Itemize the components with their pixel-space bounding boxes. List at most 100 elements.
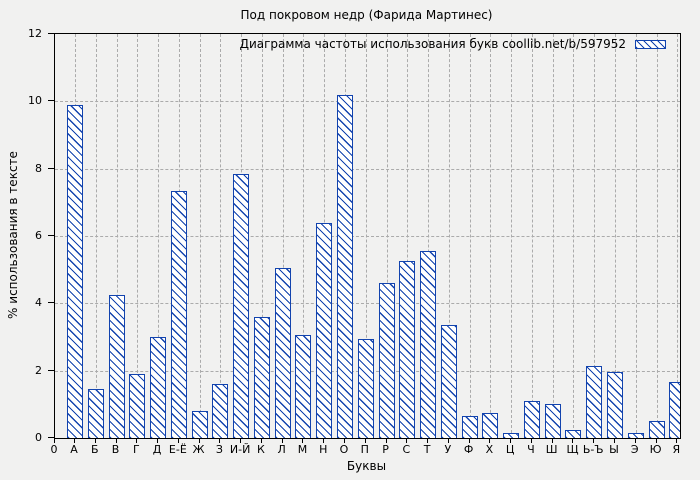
y-tick-label: 6 bbox=[35, 229, 42, 242]
x-tick-label: А bbox=[70, 443, 78, 456]
x-tick-mark bbox=[510, 438, 512, 443]
x-tick-mark bbox=[530, 438, 532, 443]
x-gridline bbox=[511, 34, 513, 438]
x-gridline bbox=[614, 34, 616, 438]
x-gridline bbox=[531, 34, 533, 438]
x-tick-mark bbox=[323, 438, 325, 443]
x-gridline bbox=[490, 34, 492, 438]
bar-С bbox=[399, 261, 416, 438]
x-tick-label: К bbox=[257, 443, 265, 456]
bar-Ж bbox=[191, 411, 208, 438]
bar-З bbox=[212, 384, 229, 438]
x-tick-label: З bbox=[215, 443, 223, 456]
x-tick-mark bbox=[240, 438, 242, 443]
bar-Т bbox=[420, 251, 437, 438]
x-gridline bbox=[573, 34, 575, 438]
x-gridline bbox=[594, 34, 596, 438]
bar-О bbox=[336, 94, 353, 438]
x-tick-label: П bbox=[360, 443, 369, 456]
bar-Э bbox=[627, 432, 644, 438]
x-tick-mark bbox=[593, 438, 595, 443]
x-tick-label: М bbox=[297, 443, 308, 456]
x-tick-mark bbox=[385, 438, 387, 443]
y-tick-label: 4 bbox=[35, 296, 42, 310]
x-tick-label: В bbox=[111, 443, 120, 456]
y-tick-mark bbox=[48, 100, 54, 102]
x-tick-label: Я bbox=[672, 443, 681, 456]
x-tick-mark bbox=[198, 438, 200, 443]
y-gridline bbox=[55, 168, 680, 170]
x-tick-label: Д bbox=[152, 443, 162, 456]
x-tick-mark bbox=[260, 438, 262, 443]
y-tick-label: 8 bbox=[35, 161, 42, 175]
x-tick-mark bbox=[177, 438, 179, 443]
bar-Н bbox=[316, 222, 333, 438]
bar-Ш bbox=[544, 404, 561, 438]
y-gridline bbox=[55, 101, 680, 103]
x-tick-label: Т bbox=[423, 443, 431, 456]
bar-Я bbox=[669, 382, 680, 438]
x-gridline bbox=[116, 34, 118, 438]
x-tick-mark bbox=[468, 438, 470, 443]
x-gridline bbox=[303, 34, 305, 438]
x-tick-label: Щ bbox=[566, 443, 579, 456]
x-tick-label: Р bbox=[382, 443, 389, 456]
x-tick-mark bbox=[634, 438, 636, 443]
x-gridline bbox=[656, 34, 658, 438]
bar-Х bbox=[482, 412, 499, 438]
x-tick-label: У bbox=[444, 443, 452, 456]
legend-label: Диаграмма частоты использования букв coo… bbox=[239, 37, 626, 51]
y-tick-mark bbox=[48, 167, 54, 169]
x-tick-mark bbox=[115, 438, 117, 443]
x-tick-label: С bbox=[402, 443, 411, 456]
x-tick-mark bbox=[54, 438, 55, 443]
y-tick-mark bbox=[48, 235, 54, 236]
x-gridline bbox=[677, 34, 679, 438]
y-gridline bbox=[55, 236, 680, 237]
x-tick-mark bbox=[219, 438, 221, 443]
bar-У bbox=[440, 325, 457, 438]
x-gridline bbox=[282, 34, 284, 438]
bar-Б bbox=[87, 389, 104, 438]
x-gridline bbox=[469, 34, 471, 438]
x-tick-mark bbox=[427, 438, 429, 443]
bar-Ы bbox=[606, 372, 623, 438]
y-tick-label: 10 bbox=[28, 94, 42, 108]
bar-Г bbox=[129, 374, 146, 438]
x-tick-mark bbox=[343, 438, 345, 443]
x-gridline bbox=[261, 34, 263, 438]
x-tick-label: 0 bbox=[50, 443, 58, 456]
legend: Диаграмма частоты использования букв coo… bbox=[240, 37, 666, 51]
x-gridline bbox=[407, 34, 409, 438]
x-tick-label: Ш bbox=[545, 443, 558, 456]
y-tick-label: 0 bbox=[35, 431, 42, 444]
x-gridline bbox=[635, 34, 637, 438]
x-axis-label: Буквы bbox=[346, 459, 387, 473]
x-gridline bbox=[158, 34, 160, 438]
x-gridline bbox=[552, 34, 554, 438]
bar-К bbox=[253, 316, 270, 438]
x-tick-label: Ф bbox=[463, 443, 474, 456]
x-tick-mark bbox=[447, 438, 449, 443]
x-tick-label: Е-Ё bbox=[168, 443, 187, 456]
x-tick-mark bbox=[302, 438, 304, 443]
x-gridline bbox=[386, 34, 388, 438]
x-tick-label: Ч bbox=[527, 443, 535, 456]
x-tick-label: Ы bbox=[609, 443, 619, 456]
chart-title: Под покровом недр (Фарида Мартинес) bbox=[240, 8, 493, 22]
bar-Е-Ё bbox=[170, 190, 187, 438]
bar-Ф bbox=[461, 416, 478, 438]
y-tick-label: 12 bbox=[28, 27, 42, 40]
bar-В bbox=[108, 294, 125, 438]
x-tick-mark bbox=[136, 438, 138, 443]
x-gridline bbox=[365, 34, 367, 438]
x-tick-label: Л bbox=[277, 443, 286, 456]
x-tick-mark bbox=[676, 438, 678, 443]
bar-Щ bbox=[565, 429, 582, 438]
bar-Ь-Ъ bbox=[586, 365, 603, 438]
x-gridline bbox=[428, 34, 430, 438]
bar-Р bbox=[378, 283, 395, 438]
bar-Ч bbox=[523, 400, 540, 438]
bar-Л bbox=[274, 267, 291, 438]
